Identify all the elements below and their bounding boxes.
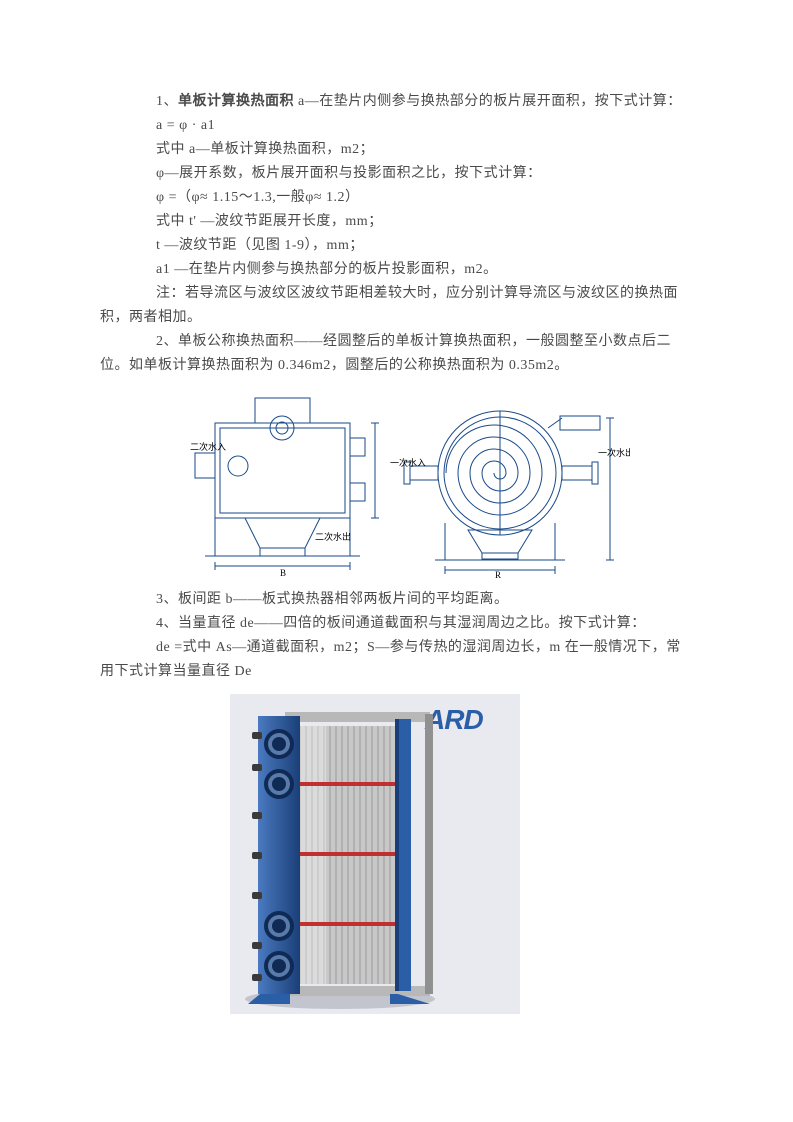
item-number: 1、 [156, 94, 178, 109]
definition: φ—展开系数，板片展开面积与投影面积之比，按下式计算： [100, 162, 693, 186]
product-illustration: ARD [230, 694, 520, 1014]
label-inlet2: 二次水入 [190, 441, 226, 452]
document-page: 1、单板计算换热面积 a—在垫片内侧参与换热部分的板片展开面积，按下式计算： a… [0, 0, 793, 1054]
label-outlet1: 一次水出 [598, 447, 630, 458]
definition: 式中 t' —波纹节距展开长度，mm； [100, 210, 693, 234]
formula: φ =（φ≈ 1.15～1.3,一般φ≈ 1.2） [100, 186, 693, 210]
paragraph-2: 2、单板公称换热面积——经圆整后的单板计算换热面积，一般圆整至小数点后二位。如单… [100, 330, 693, 378]
label-inlet1: 一次水入 [390, 457, 426, 468]
definition: t —波纹节距（见图 1-9），mm； [100, 234, 693, 258]
paragraph-1: 1、单板计算换热面积 a—在垫片内侧参与换热部分的板片展开面积，按下式计算： [100, 90, 693, 114]
paragraph-4: 4、当量直径 de——四倍的板间通道截面积与其湿润周边之比。按下式计算： [100, 612, 693, 636]
bold-heading: 单板计算换热面积 [178, 94, 294, 109]
definition: 式中 a—单板计算换热面积，m2； [100, 138, 693, 162]
svg-text:B: B [280, 568, 286, 578]
svg-text:R: R [495, 570, 501, 578]
definition: a1 —在垫片内侧参与换热部分的板片投影面积，m2。 [100, 258, 693, 282]
text-segment: a—在垫片内侧参与换热部分的板片展开面积，按下式计算： [294, 94, 682, 109]
paragraph-5: de =式中 As—通道截面积，m2；S—参与传热的湿润周边长，m 在一般情况下… [100, 636, 693, 684]
technical-diagram: 二次水入 一次水入 二次水出 一次水出 B R [190, 388, 630, 578]
paragraph-3: 3、板间距 b——板式换热器相邻两板片间的平均距离。 [100, 588, 693, 612]
note: 注：若导流区与波纹区波纹节距相差较大时，应分别计算导流区与波纹区的换热面积，两者… [100, 282, 693, 330]
formula: a = φ · a1 [100, 114, 693, 138]
label-outlet2: 二次水出 [315, 531, 351, 542]
